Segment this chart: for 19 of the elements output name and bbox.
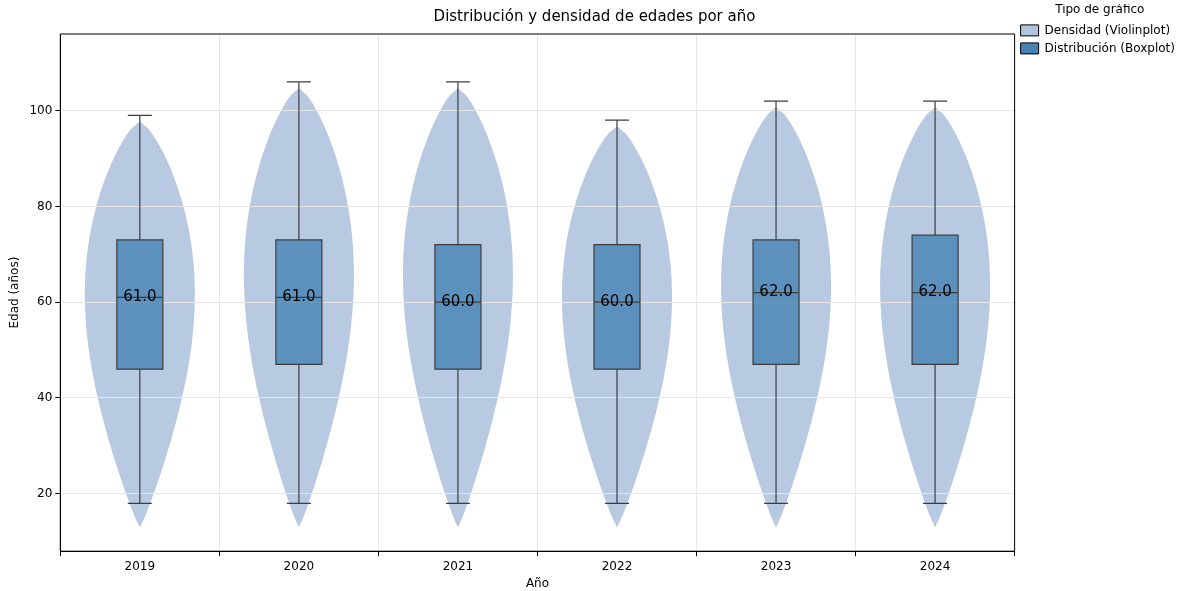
legend-label: Distribución (Boxplot) bbox=[1044, 40, 1176, 55]
chart-title: Distribución y densidad de edades por año bbox=[433, 6, 756, 25]
x-tick-label: 2019 bbox=[124, 558, 156, 573]
legend-title: Tipo de gráfico bbox=[1054, 2, 1145, 17]
y-tick-label: 20 bbox=[37, 485, 53, 500]
text: 60.0 bbox=[441, 292, 475, 311]
y-axis-title: Edad (años) bbox=[7, 256, 22, 329]
x-tick-label: 2022 bbox=[601, 558, 633, 573]
legend-label: Densidad (Violinplot) bbox=[1044, 22, 1171, 37]
x-tick-label: 2020 bbox=[283, 558, 315, 573]
x-axis-title: Año bbox=[525, 575, 550, 590]
x-tick-label: 2024 bbox=[919, 558, 951, 573]
y-tick-label: 100 bbox=[29, 102, 53, 117]
text: 60.0 bbox=[600, 292, 634, 311]
y-tick-label: 80 bbox=[37, 198, 53, 213]
x-tick-label: 2023 bbox=[760, 558, 792, 573]
y-tick-label: 40 bbox=[37, 390, 53, 405]
y-tick-label: 60 bbox=[37, 294, 53, 309]
x-tick-label: 2021 bbox=[442, 558, 474, 573]
